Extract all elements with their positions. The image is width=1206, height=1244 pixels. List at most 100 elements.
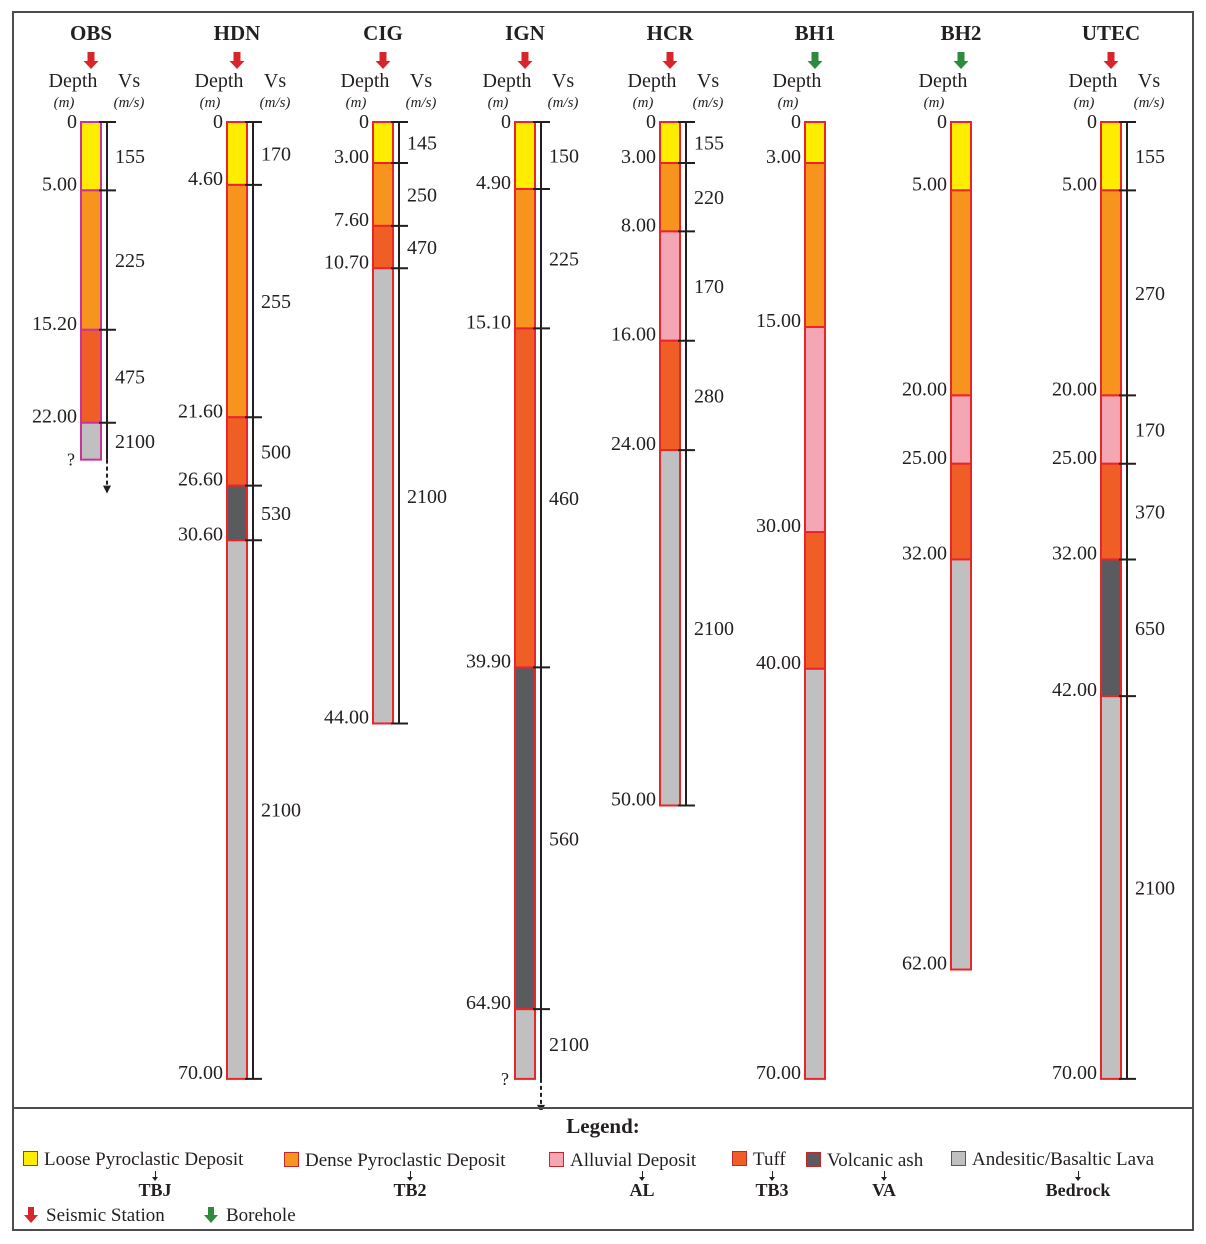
depth-header: Depth (1069, 70, 1118, 92)
vs-value: 150 (549, 145, 579, 167)
legend-label: Seismic Station (46, 1205, 165, 1226)
legend-code-tb2: TB2 (380, 1171, 440, 1201)
swatch-bedrock (951, 1151, 966, 1166)
seismic-station-arrow-icon (375, 52, 391, 69)
unknown-base-mark: ? (67, 450, 75, 470)
depth-label: 32.00 (902, 542, 947, 564)
layer-tb3 (80, 328, 102, 424)
column-title-hcr: HCR (647, 21, 695, 45)
layer-tbj (804, 121, 826, 165)
swatch-tb3 (732, 1151, 747, 1166)
seismic-station-arrow-icon (1103, 52, 1119, 69)
layer-bedrock (659, 449, 681, 807)
depth-label: 40.00 (756, 652, 801, 674)
arrow-down-icon (103, 485, 111, 494)
depth-label: 39.90 (466, 650, 511, 672)
layer-al (1100, 394, 1122, 465)
depth-label: 0 (791, 111, 801, 133)
depth-label: 62.00 (902, 953, 947, 975)
layer-tb2 (226, 183, 248, 419)
vs-unit: (m/s) (548, 95, 579, 111)
vs-value: 170 (261, 143, 291, 165)
vs-value: 650 (1135, 618, 1165, 640)
depth-label: 25.00 (1052, 447, 1097, 469)
vs-unit: (m/s) (114, 95, 145, 111)
vs-value: 155 (694, 133, 724, 155)
vs-value: 2100 (1135, 878, 1175, 900)
column-title-bh1: BH1 (795, 21, 836, 45)
depth-label: 5.00 (912, 173, 947, 195)
vs-header: Vs (552, 70, 574, 92)
vs-value: 475 (115, 366, 145, 388)
layer-tb3 (514, 327, 536, 669)
layer-tbj (372, 121, 394, 165)
vs-value: 2100 (694, 618, 734, 640)
layer-tb3 (950, 462, 972, 561)
depth-label: 70.00 (178, 1062, 223, 1084)
layer-al (659, 230, 681, 342)
layer-tbj (950, 121, 972, 192)
layer-va (514, 666, 536, 1011)
layer-tbj (226, 121, 248, 186)
layer-bedrock (372, 267, 394, 725)
depth-unit: (m) (1074, 95, 1095, 111)
depth-label: 0 (67, 111, 77, 133)
depth-label: 26.60 (178, 469, 223, 491)
depth-label: 15.10 (466, 311, 511, 333)
layer-tb2 (372, 162, 394, 227)
depth-label: 15.20 (32, 313, 77, 335)
depth-label: 0 (937, 111, 947, 133)
legend-label: Andesitic/Basaltic Lava (972, 1149, 1155, 1170)
legend-code-bedrock: Bedrock (1028, 1171, 1128, 1201)
depth-label: 0 (501, 111, 511, 133)
swatch-al (549, 1152, 564, 1167)
vs-value: 460 (549, 488, 579, 510)
layer-tb2 (804, 162, 826, 329)
layer-tb2 (950, 189, 972, 397)
depth-header: Depth (483, 70, 532, 92)
legend-item-volcanic-ash: Volcanic ash (806, 1150, 923, 1172)
layer-bedrock (80, 421, 102, 461)
depth-label: 0 (1087, 111, 1097, 133)
vs-value: 2100 (115, 431, 155, 453)
depth-label: 70.00 (1052, 1062, 1097, 1084)
layer-tbj (659, 121, 681, 165)
layer-tb2 (1100, 189, 1122, 397)
vs-value: 220 (694, 187, 724, 209)
depth-unit: (m) (924, 95, 945, 111)
vs-value: 145 (407, 133, 437, 155)
depth-label: 5.00 (1062, 173, 1097, 195)
layer-al (950, 394, 972, 465)
legend-label: Loose Pyroclastic Deposit (44, 1149, 244, 1170)
vs-header: Vs (264, 70, 286, 92)
depth-label: 32.00 (1052, 542, 1097, 564)
layer-va (226, 484, 248, 542)
vs-value: 530 (261, 503, 291, 525)
layer-tb3 (659, 339, 681, 452)
legend-item-dense-pyroclastic: Dense Pyroclastic Deposit (284, 1150, 506, 1172)
vs-unit: (m/s) (406, 95, 437, 111)
depth-label: 50.00 (611, 789, 656, 811)
depth-label: 70.00 (756, 1062, 801, 1084)
depth-label: 0 (359, 111, 369, 133)
depth-label: 20.00 (1052, 378, 1097, 400)
swatch-tbj (23, 1151, 38, 1166)
vs-unit: (m/s) (1134, 95, 1165, 111)
legend-code-al: AL (612, 1171, 672, 1201)
depth-header: Depth (341, 70, 390, 92)
seismic-station-arrow-icon (662, 52, 678, 69)
vs-header: Vs (1138, 70, 1160, 92)
depth-header: Depth (628, 70, 677, 92)
layer-bedrock (1100, 695, 1122, 1080)
legend-item-seismic-station: Seismic Station (22, 1205, 165, 1227)
vs-header: Vs (697, 70, 719, 92)
vs-value: 225 (115, 250, 145, 272)
vs-value: 500 (261, 441, 291, 463)
legend-label: Borehole (226, 1205, 296, 1226)
vs-unit: (m/s) (260, 95, 291, 111)
depth-label: 44.00 (324, 706, 369, 728)
legend-item-borehole: Borehole (202, 1205, 296, 1227)
depth-label: 30.00 (756, 515, 801, 537)
figure-frame (12, 11, 1194, 1231)
vs-value: 2100 (261, 800, 301, 822)
